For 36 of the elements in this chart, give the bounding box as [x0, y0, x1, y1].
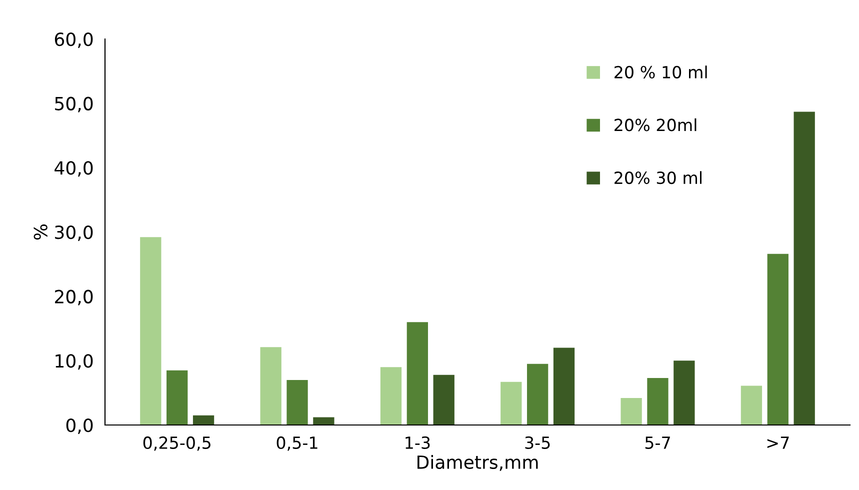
x-tick-label: 5-7 — [645, 436, 670, 450]
x-axis-title: Diametrs,mm — [418, 455, 538, 471]
bar — [166, 370, 188, 425]
legend-label: 20% 20ml — [614, 118, 696, 132]
y-tick-label: 50,0 — [55, 96, 93, 112]
y-tick-label: 20,0 — [55, 290, 93, 306]
legend-label: 20% 30 ml — [614, 171, 702, 184]
x-tick-label: 1-3 — [406, 436, 430, 450]
x-tick-label: >7 — [767, 436, 789, 449]
y-tick-label: 30,0 — [55, 225, 93, 241]
bar — [140, 237, 162, 425]
bar — [406, 322, 428, 425]
legend-label: 20 % 10 ml — [614, 66, 707, 78]
y-tick-label: 0,0 — [66, 418, 93, 434]
x-tick-label: 0,25-0,5 — [143, 436, 210, 451]
bar — [647, 378, 668, 425]
bar — [260, 347, 282, 425]
bar — [620, 398, 642, 425]
y-tick-label: 60,0 — [54, 32, 93, 48]
bar — [794, 112, 815, 425]
bar — [553, 348, 575, 425]
x-tick-label: 3-5 — [525, 436, 550, 450]
x-tick-label: 0,5-1 — [276, 436, 318, 451]
bar — [380, 367, 402, 425]
bar — [527, 364, 548, 425]
bar — [313, 417, 334, 425]
bar — [674, 360, 695, 425]
bar — [286, 380, 308, 425]
y-axis-title: % — [34, 224, 48, 240]
bar — [192, 415, 214, 425]
bar — [740, 386, 762, 425]
y-tick-label: 10,0 — [56, 354, 93, 370]
bar — [500, 382, 522, 425]
y-tick-label: 40,0 — [54, 161, 93, 177]
bar — [767, 254, 788, 425]
bar — [433, 374, 454, 425]
